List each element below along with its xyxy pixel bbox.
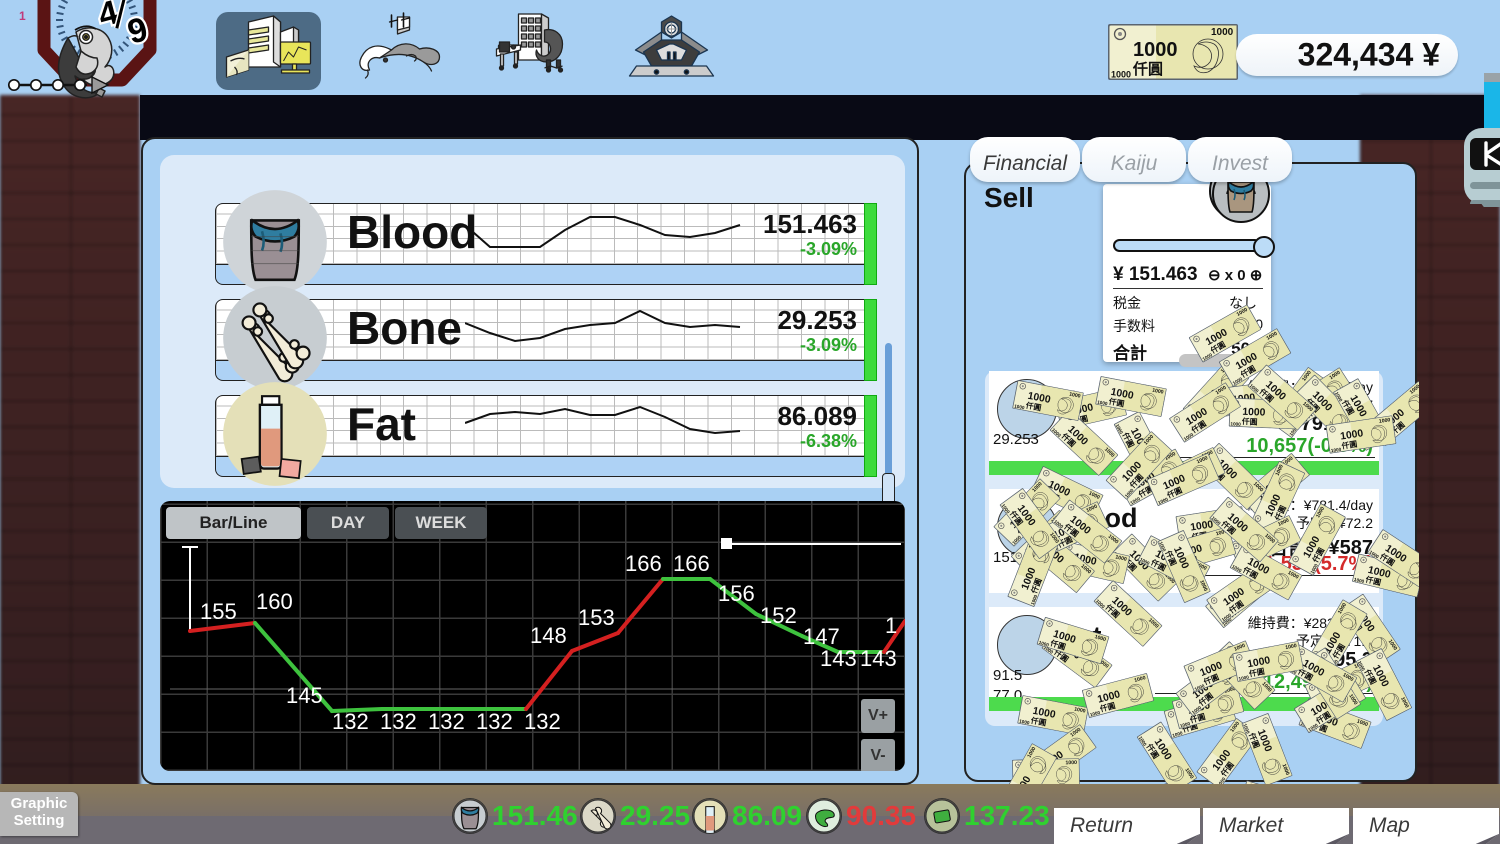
svg-text:152: 152	[760, 603, 797, 628]
svg-text:143: 143	[820, 646, 857, 671]
svg-text:132: 132	[380, 709, 417, 734]
svg-text:132: 132	[332, 709, 369, 734]
svg-text:1: 1	[885, 613, 897, 638]
svg-text:166: 166	[625, 551, 662, 576]
svg-text:132: 132	[428, 709, 465, 734]
svg-text:160: 160	[256, 589, 293, 614]
svg-text:145: 145	[286, 683, 323, 708]
svg-text:148: 148	[530, 623, 567, 648]
svg-text:132: 132	[524, 709, 561, 734]
svg-text:155: 155	[200, 599, 237, 624]
svg-text:153: 153	[578, 605, 615, 630]
svg-text:166: 166	[673, 551, 710, 576]
svg-text:143: 143	[860, 646, 897, 671]
svg-text:132: 132	[476, 709, 513, 734]
svg-text:156: 156	[718, 581, 755, 606]
svg-text:1: 1	[19, 9, 26, 23]
